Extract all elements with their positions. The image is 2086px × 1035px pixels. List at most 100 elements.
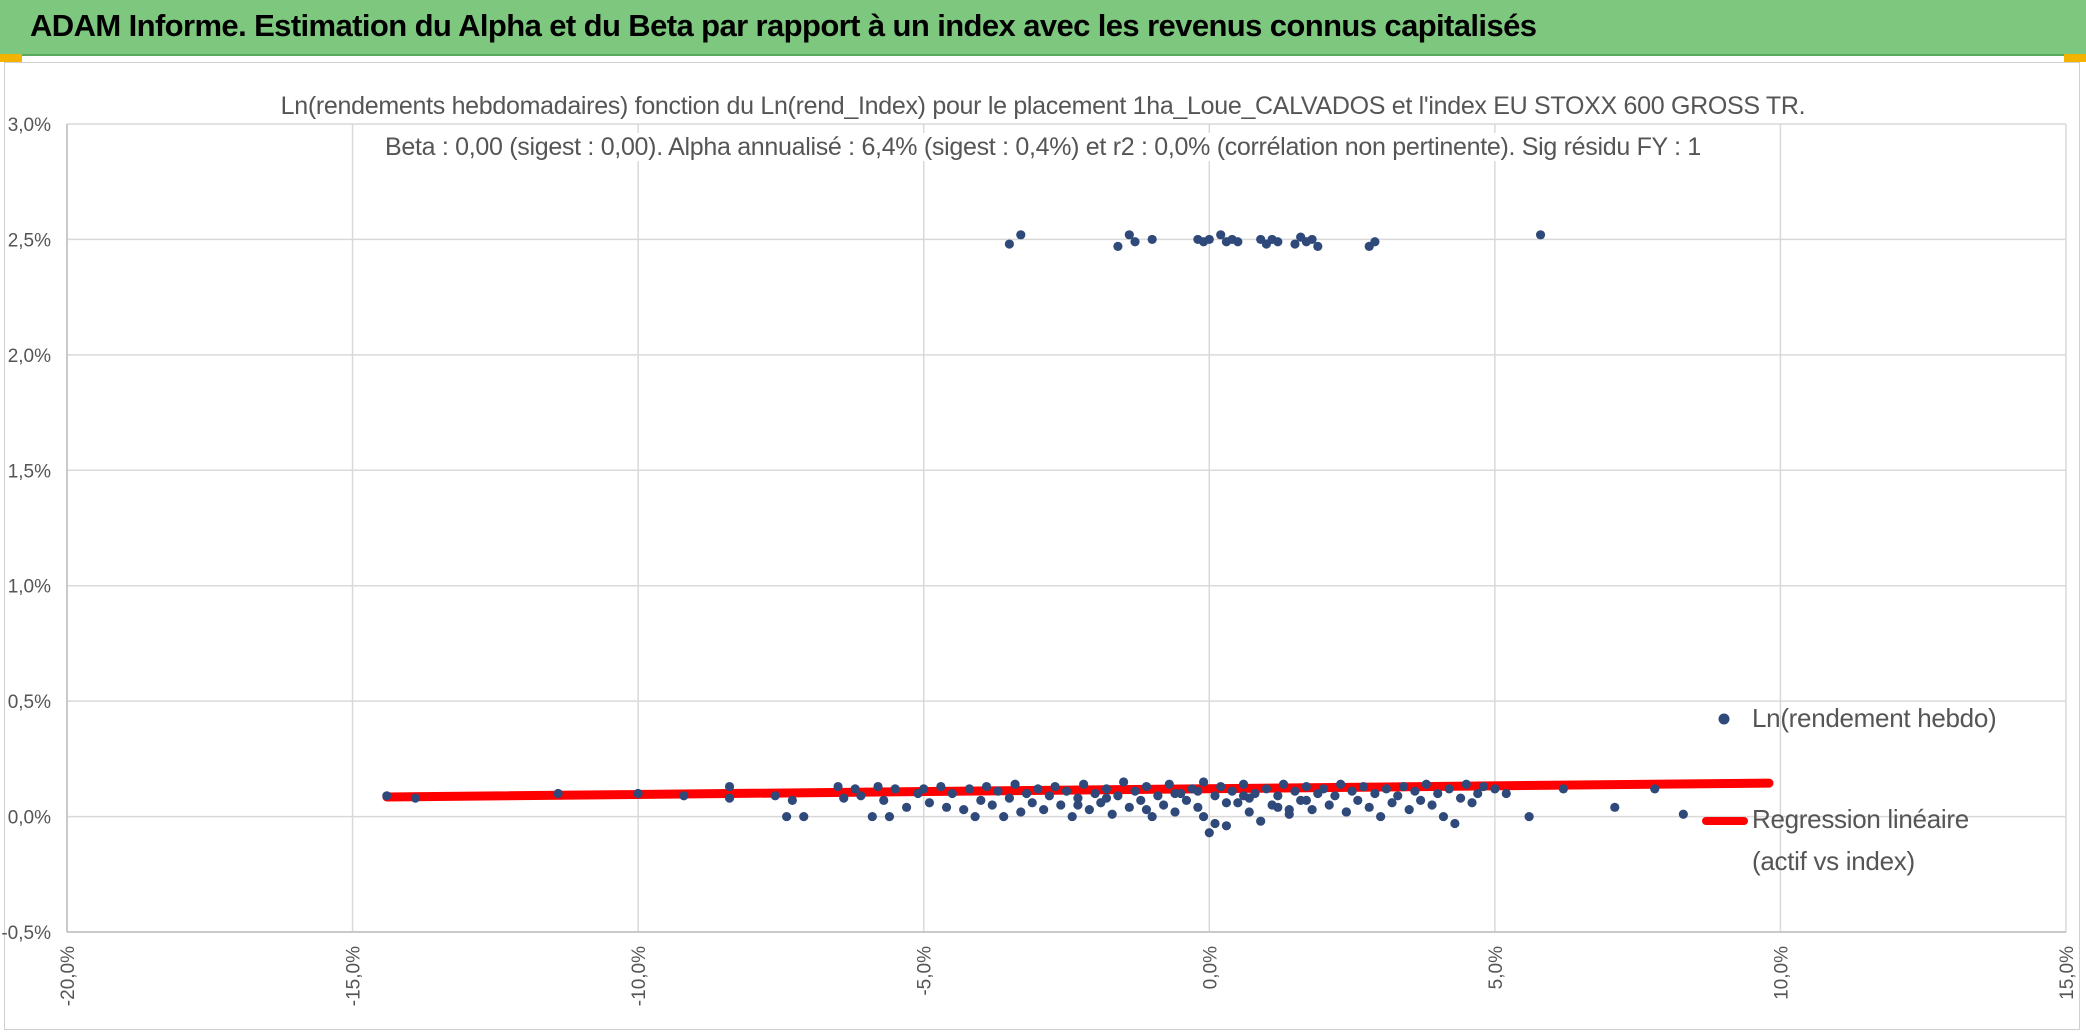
data-point — [1153, 791, 1163, 801]
data-point — [941, 802, 952, 812]
data-point — [1438, 811, 1449, 822]
data-point — [856, 791, 866, 801]
data-point — [1216, 230, 1226, 240]
data-point — [839, 793, 849, 803]
data-point — [770, 791, 780, 801]
data-point — [1610, 802, 1620, 812]
data-point — [976, 795, 986, 806]
data-point — [1221, 821, 1232, 831]
data-point — [1256, 816, 1266, 826]
data-point — [1039, 805, 1049, 815]
data-point — [1244, 807, 1254, 817]
data-point — [1427, 800, 1437, 810]
y-tick-label: -0,5% — [1, 923, 51, 944]
data-point — [833, 781, 843, 792]
data-point — [1004, 793, 1014, 803]
data-point — [947, 788, 957, 799]
data-point — [1204, 234, 1214, 245]
data-point — [724, 781, 735, 792]
data-point — [1130, 237, 1140, 247]
data-point — [1535, 230, 1546, 240]
data-point — [867, 811, 877, 822]
y-tick-label: 0,5% — [8, 692, 51, 713]
data-point — [1433, 788, 1443, 799]
data-point — [1233, 798, 1243, 808]
data-point — [1381, 784, 1391, 794]
data-point — [1141, 781, 1152, 792]
data-point — [1416, 795, 1426, 806]
data-point — [1113, 791, 1123, 801]
data-point — [924, 798, 935, 808]
data-point — [1198, 777, 1209, 787]
data-point — [1016, 230, 1026, 240]
data-point — [1404, 805, 1414, 815]
data-point — [1244, 793, 1254, 803]
y-tick-label: 2,5% — [8, 230, 51, 251]
data-point — [1461, 779, 1471, 789]
data-point — [1330, 791, 1340, 801]
data-point — [1210, 791, 1220, 801]
x-tick-label: 10,0% — [1771, 946, 1792, 1000]
data-point — [1124, 802, 1134, 812]
data-point — [1181, 795, 1192, 806]
data-point — [1090, 788, 1100, 799]
y-tick-label: 0,0% — [8, 808, 51, 829]
right-corner-marker — [2064, 54, 2086, 62]
report-title: ADAM Informe. Estimation du Alpha et du … — [30, 8, 1537, 43]
data-point — [1050, 781, 1060, 792]
data-point — [1044, 791, 1054, 801]
data-point — [1261, 784, 1271, 794]
data-point — [970, 811, 980, 822]
data-point — [1290, 786, 1300, 796]
data-point — [919, 784, 929, 794]
y-tick-label: 3,0% — [8, 115, 51, 136]
data-point — [1490, 784, 1500, 794]
data-point — [1010, 779, 1020, 789]
data-point — [1079, 779, 1089, 789]
data-point — [1227, 786, 1237, 796]
data-point — [1273, 791, 1283, 801]
legend-label-regression-sub: (actif vs index) — [1752, 846, 1915, 876]
data-point — [1421, 779, 1431, 789]
data-point — [553, 788, 563, 799]
data-point — [1124, 230, 1134, 240]
data-point — [1558, 784, 1568, 794]
data-point — [1473, 788, 1483, 799]
data-point — [981, 781, 992, 792]
data-point — [1370, 237, 1380, 247]
data-point — [1501, 788, 1511, 799]
data-point — [1284, 805, 1294, 815]
data-point — [1107, 809, 1117, 819]
data-point — [1307, 805, 1317, 815]
data-point — [1073, 793, 1083, 803]
data-point — [1278, 779, 1289, 789]
data-point — [1238, 779, 1249, 789]
data-point — [1313, 241, 1323, 251]
data-point — [1410, 786, 1420, 796]
data-point — [901, 802, 912, 812]
data-point — [1301, 795, 1311, 806]
data-point — [1273, 237, 1283, 247]
data-point — [1233, 237, 1243, 247]
data-point — [964, 784, 975, 794]
data-point — [724, 793, 735, 803]
data-point — [1016, 807, 1026, 817]
data-point — [850, 784, 860, 794]
data-point — [1204, 828, 1214, 838]
data-point — [1141, 805, 1152, 815]
data-point — [410, 793, 420, 803]
data-point — [1478, 781, 1489, 792]
data-point — [1318, 784, 1329, 794]
data-point — [1273, 802, 1283, 812]
chart-title: Ln(rendements hebdomadaires) fonction du… — [272, 92, 1814, 120]
data-point — [879, 795, 889, 806]
data-point — [993, 786, 1003, 796]
y-tick-label: 2,0% — [8, 346, 51, 367]
data-point — [1101, 793, 1112, 803]
data-point — [1130, 786, 1140, 796]
data-point — [873, 781, 883, 792]
data-point — [1650, 784, 1660, 794]
chart-title-container: Ln(rendements hebdomadaires) fonction du… — [0, 92, 2086, 121]
legend-label-regression: Regression linéaire — [1752, 804, 1969, 834]
data-point — [1147, 811, 1157, 822]
